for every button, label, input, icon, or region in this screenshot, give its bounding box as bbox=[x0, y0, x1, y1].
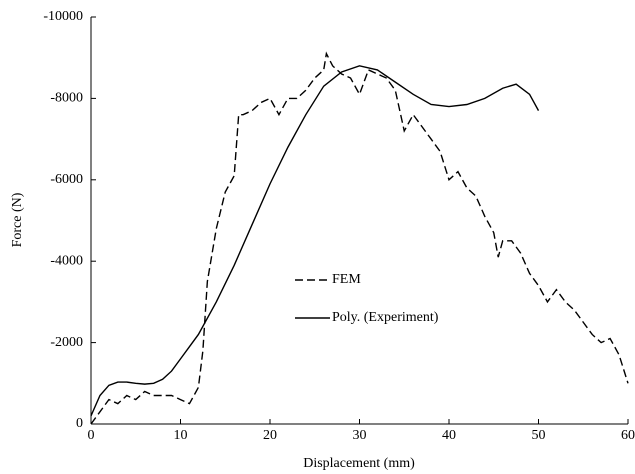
x-tick-label: 30 bbox=[353, 428, 367, 443]
x-tick-label: 50 bbox=[532, 428, 546, 443]
y-tick-label: -10000 bbox=[43, 9, 83, 24]
legend-label: Poly. (Experiment) bbox=[332, 310, 439, 325]
y-tick-label: 0 bbox=[76, 416, 83, 431]
y-tick-label: -2000 bbox=[50, 335, 83, 350]
x-axis-label: Displacement (mm) bbox=[303, 456, 415, 471]
y-tick-label: -4000 bbox=[50, 253, 83, 268]
y-axis-label: Force (N) bbox=[10, 192, 25, 247]
x-tick-label: 10 bbox=[174, 428, 188, 443]
legend-label: FEM bbox=[332, 272, 361, 287]
x-tick-label: 40 bbox=[442, 428, 456, 443]
x-tick-label: 60 bbox=[621, 428, 635, 443]
line bbox=[90, 51, 629, 425]
y-tick-label: -6000 bbox=[50, 172, 83, 187]
x-tick-label: 0 bbox=[88, 428, 95, 443]
line bbox=[90, 65, 540, 417]
x-tick-label: 20 bbox=[263, 428, 277, 443]
y-tick-label: -8000 bbox=[50, 91, 83, 106]
